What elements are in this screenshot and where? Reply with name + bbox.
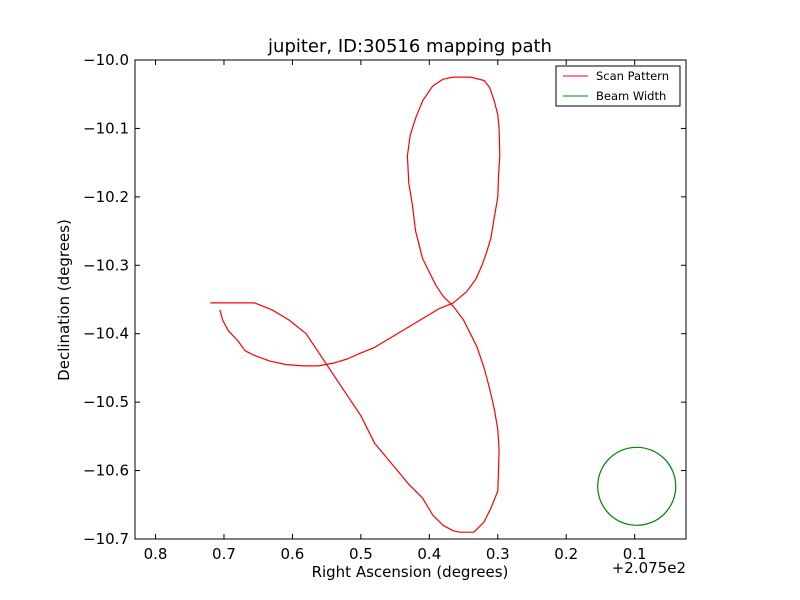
y-tick-label: −10.1 (83, 119, 129, 137)
legend-box (555, 65, 681, 107)
x-tick-label: 0.4 (417, 545, 441, 563)
x-tick-label: 0.1 (623, 545, 647, 563)
beam-width-circle (597, 446, 677, 526)
x-tick-label: 0.5 (349, 545, 373, 563)
y-tick-label: −10.4 (83, 325, 129, 343)
y-tick-label: −10.0 (83, 51, 129, 69)
x-tick-label: 0.8 (144, 545, 168, 563)
y-tick-label: −10.7 (83, 530, 129, 548)
x-axis-ticks: 0.8 0.7 0.6 0.5 0.4 0.3 0.2 0.1 (144, 60, 647, 563)
legend: Scan Pattern Beam Width (555, 65, 681, 107)
x-axis-offset-label: +2.075e2 (612, 559, 686, 577)
chart-title: jupiter, ID:30516 mapping path (267, 36, 552, 57)
x-axis-title: Right Ascension (degrees) (312, 563, 509, 581)
plot-frame (134, 59, 687, 540)
y-tick-label: −10.6 (83, 462, 129, 480)
plot-marks (210, 76, 677, 533)
x-tick-label: 0.2 (554, 545, 578, 563)
legend-label-beam-width: Beam Width (596, 89, 666, 103)
x-tick-label: 0.3 (486, 545, 510, 563)
legend-label-scan-pattern: Scan Pattern (596, 69, 669, 83)
x-tick-label: 0.6 (280, 545, 304, 563)
y-axis-ticks: −10.0 −10.1 −10.2 −10.3 −10.4 −10.5 −10.6 −10.7 (83, 51, 686, 548)
y-tick-label: −10.5 (83, 393, 129, 411)
x-tick-label: 0.7 (212, 545, 236, 563)
scan-pattern-line (210, 76, 501, 533)
y-tick-label: −10.2 (83, 188, 129, 206)
y-tick-label: −10.3 (83, 256, 129, 274)
y-axis-title: Declination (degrees) (55, 219, 73, 381)
